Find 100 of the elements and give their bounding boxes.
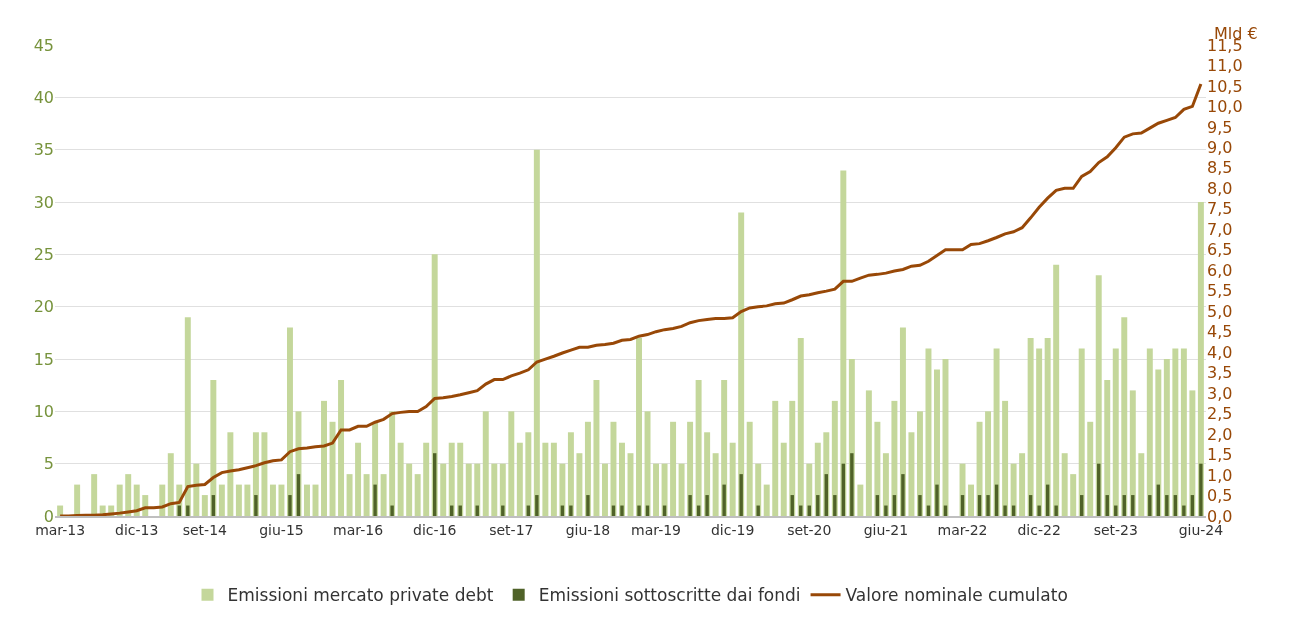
bar — [1003, 505, 1007, 516]
bar — [729, 442, 736, 516]
bar — [57, 505, 64, 516]
bar — [1148, 495, 1152, 516]
bar — [644, 411, 651, 516]
bar — [1010, 463, 1017, 516]
bar — [1002, 400, 1009, 516]
bar — [678, 463, 685, 516]
bar — [918, 495, 922, 516]
bar — [1061, 453, 1068, 516]
bar — [474, 463, 481, 516]
bar — [653, 463, 660, 516]
bar — [620, 505, 624, 516]
bar — [1019, 453, 1026, 516]
bar — [576, 453, 583, 516]
y2-tick-label: 0,5 — [1207, 486, 1233, 506]
bar — [525, 432, 532, 516]
bar — [186, 505, 190, 516]
y-tick-label: 45 — [33, 35, 54, 55]
bar — [254, 495, 258, 516]
y2-tick-label: 8,0 — [1207, 178, 1233, 198]
bar — [601, 463, 608, 516]
bar — [482, 411, 489, 516]
bar — [755, 463, 762, 516]
bar — [993, 348, 1000, 516]
bar — [833, 495, 837, 516]
bar — [1163, 359, 1170, 516]
y2-tick-label: 2,5 — [1207, 404, 1233, 424]
bar — [550, 442, 557, 516]
bar — [1104, 379, 1111, 516]
bar — [535, 495, 539, 516]
bar — [389, 411, 396, 516]
bar — [1165, 495, 1169, 516]
bar — [1172, 348, 1179, 516]
y-tick-label: 30 — [33, 192, 54, 212]
bar — [925, 348, 932, 516]
bar — [373, 484, 377, 516]
bar — [329, 421, 336, 516]
y2-tick-label: 8,5 — [1207, 158, 1233, 178]
y2-tick-label: 9,0 — [1207, 137, 1233, 157]
bar — [637, 505, 641, 516]
bar — [346, 474, 353, 516]
bar — [414, 474, 421, 516]
bar — [1087, 421, 1094, 516]
y2-tick-label: 10,0 — [1207, 97, 1243, 117]
bar — [559, 463, 566, 516]
bar — [1199, 463, 1203, 516]
bar — [321, 400, 327, 516]
y2-tick-label: 1,0 — [1207, 465, 1233, 485]
bar — [688, 495, 692, 516]
y2-tick-label: 1,5 — [1207, 445, 1233, 465]
bar — [286, 327, 293, 516]
bar — [1112, 348, 1119, 516]
bar — [304, 484, 310, 516]
bar — [857, 484, 864, 516]
bar — [227, 432, 234, 516]
bar — [968, 484, 975, 516]
bar — [465, 463, 472, 516]
bar — [1054, 505, 1058, 516]
bar — [440, 463, 447, 516]
bar — [1070, 474, 1077, 516]
bar — [772, 400, 779, 516]
bar — [1036, 348, 1043, 516]
bar — [508, 411, 515, 516]
bar — [908, 432, 915, 516]
bar — [1138, 453, 1145, 516]
bar — [636, 338, 642, 516]
bar — [1180, 348, 1187, 516]
bar — [1129, 390, 1136, 516]
bar — [569, 505, 573, 516]
x-tick-label: dic-22 — [1017, 521, 1061, 538]
bar — [390, 505, 394, 516]
y2-tick-label: 6,0 — [1207, 260, 1233, 280]
y2-tick-label: 0,0 — [1207, 506, 1233, 526]
bar — [516, 442, 523, 516]
bar — [712, 453, 719, 516]
y2-tick-label: 5,0 — [1207, 301, 1233, 321]
bar — [288, 495, 292, 516]
bar — [1121, 317, 1128, 516]
y-tick-label: 5 — [43, 454, 54, 474]
bar — [355, 442, 362, 516]
y2-tick-label: 4,0 — [1207, 342, 1233, 362]
bar — [1182, 505, 1186, 516]
bar — [125, 474, 132, 516]
bar — [491, 463, 498, 516]
bar — [695, 379, 702, 516]
bar — [457, 442, 464, 516]
bar — [1027, 338, 1034, 516]
bar — [184, 317, 191, 516]
y2-tick-label: 3,0 — [1207, 383, 1233, 403]
bar — [705, 495, 709, 516]
bar — [235, 484, 242, 516]
bar — [159, 484, 166, 516]
y2-tick-label: 4,5 — [1207, 322, 1233, 342]
bar — [746, 421, 753, 516]
bar — [91, 474, 98, 516]
y2-tick-label: 3,5 — [1207, 363, 1233, 383]
bar — [935, 484, 939, 516]
bar — [884, 505, 888, 516]
bar — [210, 379, 217, 516]
